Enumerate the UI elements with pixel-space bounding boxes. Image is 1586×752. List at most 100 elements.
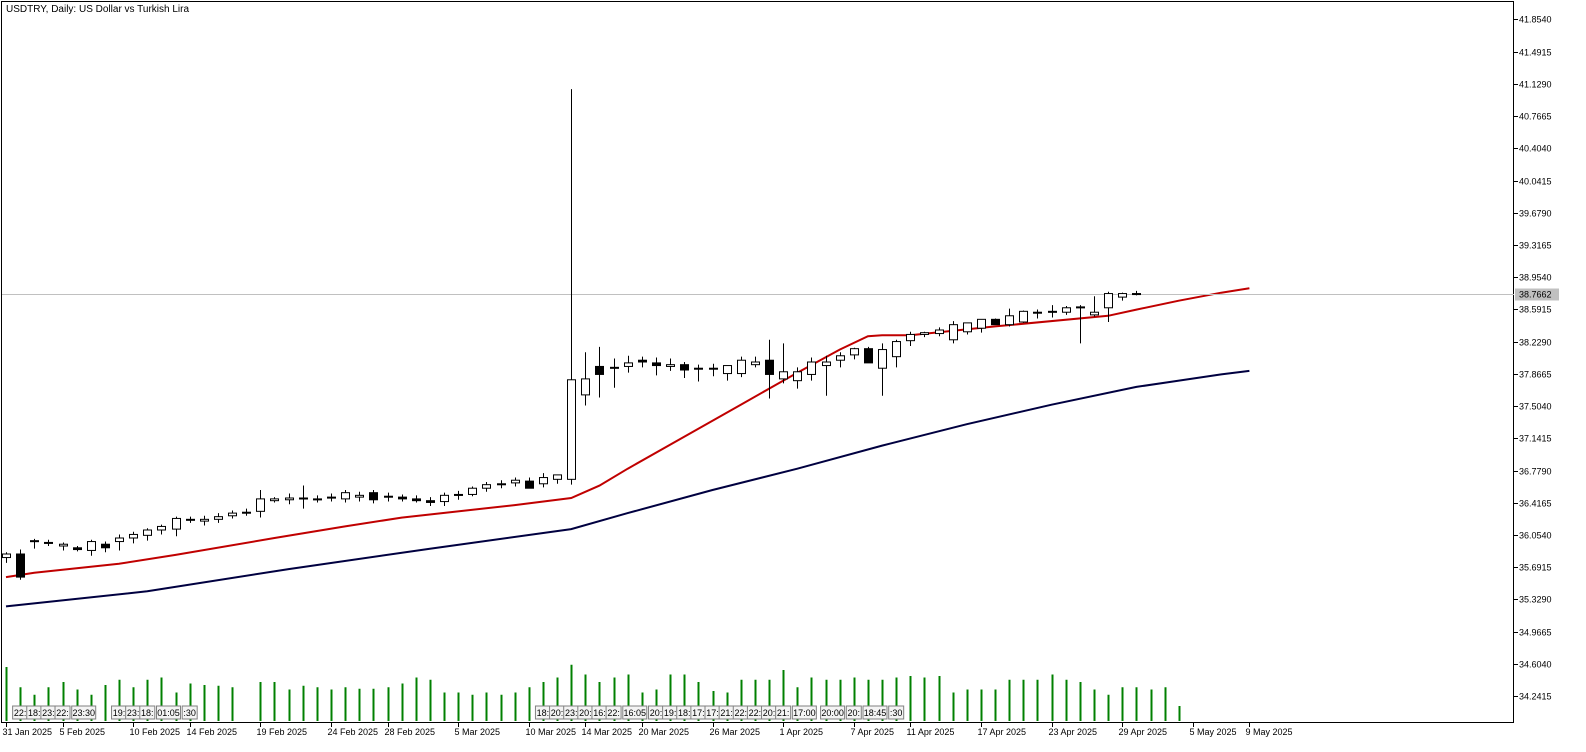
candle-body bbox=[256, 498, 265, 512]
time-tag-box bbox=[605, 705, 622, 720]
price-tick-label: 35.6915 bbox=[1519, 563, 1552, 573]
candle-body bbox=[44, 541, 53, 544]
candle bbox=[468, 486, 477, 497]
candle-body bbox=[920, 332, 929, 335]
candle-body bbox=[468, 487, 477, 495]
candle bbox=[1062, 306, 1071, 315]
candle bbox=[680, 362, 689, 378]
time-tag-label: 20: bbox=[848, 708, 861, 718]
time-tag-label: :30 bbox=[890, 708, 903, 718]
candle-body bbox=[822, 361, 831, 367]
candle-body bbox=[341, 492, 350, 500]
time-tick-label: 23 Apr 2025 bbox=[1049, 727, 1098, 737]
candle-body bbox=[977, 318, 986, 329]
price-tick-label: 39.3165 bbox=[1519, 241, 1552, 251]
candle bbox=[765, 339, 774, 399]
time-tag-box bbox=[139, 705, 156, 720]
candle-body bbox=[694, 367, 703, 370]
candle-body bbox=[793, 371, 802, 382]
candle bbox=[482, 482, 491, 492]
candle bbox=[1104, 291, 1113, 322]
price-tick-label: 39.6790 bbox=[1519, 209, 1552, 219]
price-tick-label: 36.7790 bbox=[1519, 467, 1552, 477]
time-tick-label: 19 Feb 2025 bbox=[257, 727, 308, 737]
candle bbox=[1033, 309, 1042, 319]
candle bbox=[1005, 308, 1014, 327]
time-tag: 20: bbox=[845, 705, 862, 720]
price-tick-label: 34.2415 bbox=[1519, 692, 1552, 702]
time-tick-label: 10 Mar 2025 bbox=[526, 727, 577, 737]
candle-body bbox=[1062, 307, 1071, 313]
time-tag: 17: bbox=[690, 705, 707, 720]
candle bbox=[878, 343, 887, 396]
time-axis: 31 Jan 2025 5 Feb 2025 10 Feb 2025 14 Feb 2… bbox=[3, 722, 1293, 737]
candle bbox=[341, 490, 350, 503]
candle bbox=[327, 493, 336, 502]
candle-body bbox=[836, 355, 845, 361]
candle bbox=[850, 347, 859, 360]
candle-body bbox=[553, 474, 562, 480]
time-tag: 20: bbox=[577, 705, 594, 720]
ma-slow-line bbox=[5, 369, 1250, 608]
candle bbox=[920, 331, 929, 338]
candle bbox=[313, 495, 322, 503]
candle bbox=[694, 364, 703, 382]
candle bbox=[963, 322, 972, 335]
time-tag-box bbox=[820, 705, 846, 720]
price-tick-label: 40.7665 bbox=[1519, 112, 1552, 122]
time-tag: 17:00 bbox=[791, 705, 817, 720]
time-tag: 23: bbox=[125, 705, 142, 720]
price-tick-label: 38.2290 bbox=[1519, 338, 1552, 348]
time-tag-box bbox=[622, 705, 648, 720]
candle-body bbox=[30, 540, 39, 543]
candle-body bbox=[765, 359, 774, 375]
candle bbox=[991, 318, 1000, 326]
candle-body bbox=[200, 518, 209, 522]
candle bbox=[115, 534, 124, 551]
time-tag-label: 18:45 bbox=[864, 708, 887, 718]
candle-body bbox=[963, 322, 972, 333]
candle-body bbox=[313, 498, 322, 501]
candle-body bbox=[115, 537, 124, 543]
time-tags: 22: 18: 23: 22: 23:30 19: 23: 18: 01:05:30 18: 20:… bbox=[12, 705, 905, 720]
time-tag-box bbox=[791, 705, 817, 720]
price-tick-label: 40.4040 bbox=[1519, 144, 1552, 154]
time-tag-box bbox=[862, 705, 888, 720]
candle-body bbox=[299, 497, 308, 500]
candle-body bbox=[73, 547, 82, 551]
time-tick-label: 10 Feb 2025 bbox=[130, 727, 181, 737]
candle bbox=[1048, 305, 1057, 318]
price-axis: 41.8540 41.4915 41.1290 40.7665 40.4040 40.04… bbox=[1514, 15, 1552, 702]
time-tag-label: 20:00 bbox=[821, 708, 844, 718]
time-tick-label: 31 Jan 2025 bbox=[3, 727, 53, 737]
candle bbox=[709, 363, 718, 377]
candle bbox=[16, 549, 25, 580]
time-tag-label: 22: bbox=[14, 708, 27, 718]
candle bbox=[256, 490, 265, 518]
price-tick-label: 35.3290 bbox=[1519, 595, 1552, 605]
current-price-tag-box bbox=[1515, 288, 1559, 301]
price-tick-label: 36.0540 bbox=[1519, 531, 1552, 541]
candle bbox=[864, 346, 873, 364]
time-tag: 20: bbox=[647, 705, 664, 720]
candle bbox=[355, 491, 364, 502]
time-tag: 22: bbox=[54, 705, 71, 720]
candle-body bbox=[807, 361, 816, 375]
candle-body bbox=[327, 496, 336, 499]
candle-body bbox=[412, 498, 421, 502]
candle bbox=[1132, 290, 1141, 296]
time-tag: 18: bbox=[26, 705, 43, 720]
time-tag-label: 22: bbox=[735, 708, 748, 718]
time-tick-label: 5 May 2025 bbox=[1190, 727, 1237, 737]
candle bbox=[101, 541, 110, 553]
candle bbox=[186, 516, 195, 523]
candle-body bbox=[864, 348, 873, 364]
candle bbox=[822, 355, 831, 396]
candle bbox=[1019, 310, 1028, 323]
price-tick-label: 38.9540 bbox=[1519, 273, 1552, 283]
time-tag-label: 22: bbox=[607, 708, 620, 718]
time-tag: :30 bbox=[888, 705, 905, 720]
candle bbox=[497, 480, 506, 489]
time-tag: 18: bbox=[534, 705, 551, 720]
